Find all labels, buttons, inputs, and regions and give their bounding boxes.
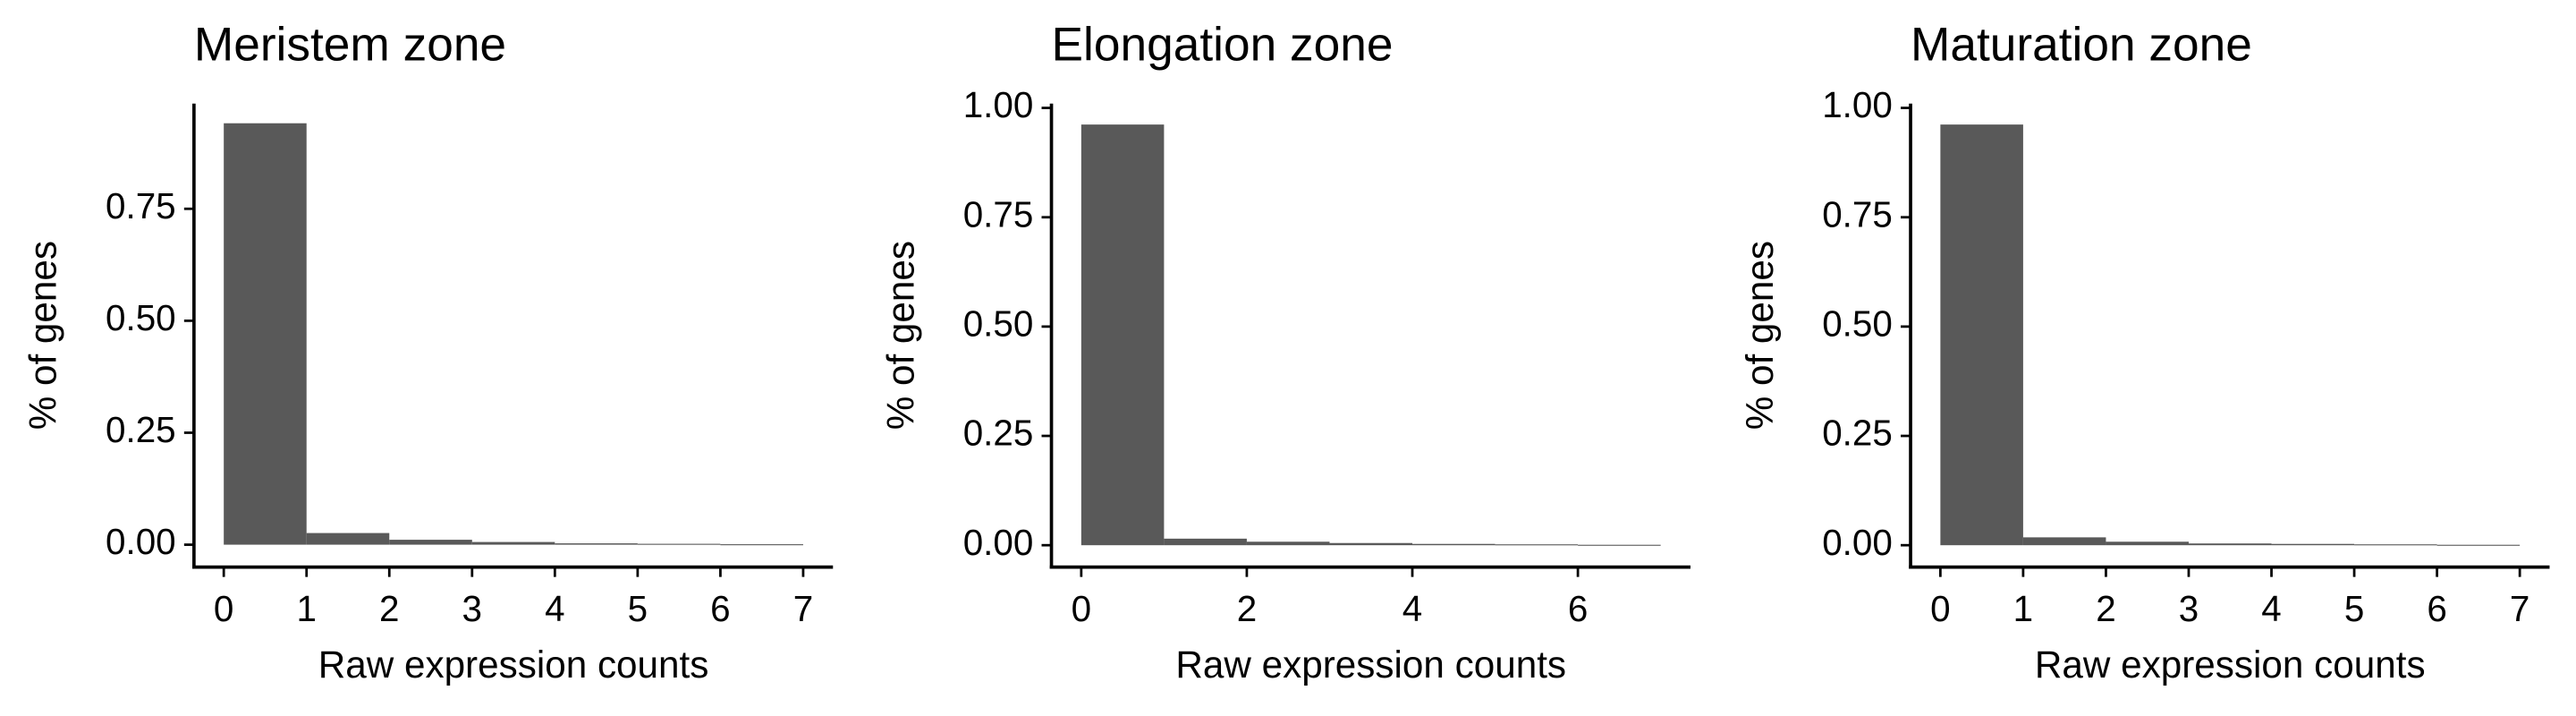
y-tick-label: 0.50 [963, 303, 1034, 345]
histogram-bar [2271, 543, 2355, 546]
histogram-bar [1246, 541, 1330, 546]
histogram-bar [1164, 538, 1247, 546]
x-tick-label: 6 [710, 588, 730, 629]
histogram-bar [1412, 543, 1496, 546]
histogram-bar [389, 540, 472, 545]
y-tick-label: 0.75 [1822, 193, 1893, 234]
chart-title: Meristem zone [194, 18, 506, 71]
histogram-bar [2354, 544, 2437, 546]
y-tick-label: 0.75 [963, 193, 1034, 234]
histogram-bar [2436, 544, 2521, 546]
histogram-bar [637, 543, 721, 545]
x-tick-label: 5 [628, 588, 648, 629]
y-tick-label: 0.00 [963, 522, 1034, 563]
x-tick-label: 5 [2344, 588, 2364, 629]
x-tick-label: 2 [2096, 588, 2115, 629]
x-tick-label: 4 [1402, 588, 1422, 629]
histogram-bar [1495, 544, 1579, 546]
y-tick-label: 0.25 [963, 413, 1034, 454]
x-tick-label: 3 [462, 588, 482, 629]
y-axis-title: % of genes [1739, 241, 1781, 430]
x-tick-label: 7 [2510, 588, 2529, 629]
x-tick-label: 2 [1237, 588, 1257, 629]
histogram-bar [2106, 541, 2189, 546]
histogram-bar [471, 541, 555, 545]
y-tick-label: 0.75 [106, 185, 176, 226]
y-tick-label: 1.00 [963, 84, 1034, 125]
x-tick-label: 0 [1930, 588, 1950, 629]
x-tick-label: 6 [2427, 588, 2446, 629]
y-tick-label: 0.25 [106, 409, 176, 450]
y-axis-title: % of genes [22, 241, 64, 430]
x-tick-label: 6 [1568, 588, 1588, 629]
histogram-bar [224, 123, 307, 545]
x-tick-label: 1 [296, 588, 316, 629]
x-tick-label: 1 [2013, 588, 2033, 629]
histogram-bar [1329, 542, 1413, 546]
y-tick-label: 1.00 [1822, 84, 1893, 125]
histogram-bar [1578, 544, 1661, 546]
x-tick-label: 0 [214, 588, 233, 629]
y-axis-title: % of genes [879, 241, 921, 430]
y-tick-label: 0.50 [1822, 303, 1893, 345]
x-tick-label: 4 [2261, 588, 2281, 629]
histogram-bar [2022, 537, 2106, 546]
histogram-bar [2188, 543, 2272, 546]
x-tick-label: 3 [2179, 588, 2199, 629]
y-tick-label: 0.50 [106, 297, 176, 338]
chart-title: Elongation zone [1052, 18, 1394, 71]
y-tick-label: 0.00 [106, 521, 176, 562]
x-axis-title: Raw expression counts [318, 644, 709, 686]
x-tick-label: 4 [545, 588, 564, 629]
y-tick-label: 0.25 [1822, 413, 1893, 454]
y-tick-label: 0.00 [1822, 522, 1893, 563]
x-axis-title: Raw expression counts [2035, 644, 2426, 686]
histogram-bar [1080, 124, 1165, 546]
chart-title: Maturation zone [1911, 18, 2252, 71]
x-tick-label: 2 [379, 588, 399, 629]
x-tick-label: 0 [1072, 588, 1091, 629]
x-tick-label: 7 [793, 588, 813, 629]
histogram-bar [1940, 124, 2023, 546]
histogram-bar [555, 543, 638, 545]
x-axis-title: Raw expression counts [1175, 644, 1566, 686]
histogram-bar [306, 533, 390, 545]
histogram-bar [720, 544, 803, 546]
